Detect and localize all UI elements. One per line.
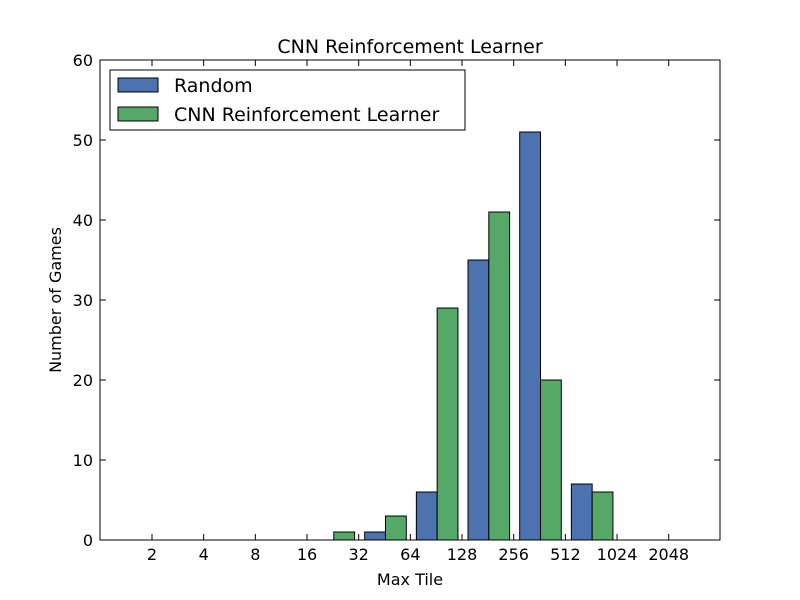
y-tick-label-20: 20 xyxy=(73,371,93,390)
bar-cnn-256 xyxy=(539,379,562,541)
bar-random-32 xyxy=(364,531,386,541)
x-tick-label-256: 256 xyxy=(498,545,529,564)
legend-swatch-random xyxy=(117,77,159,93)
bar-cnn-64 xyxy=(436,307,459,541)
legend-label-random: Random xyxy=(174,75,253,97)
x-tick-label-128: 128 xyxy=(447,545,478,564)
x-tick-label-2048: 2048 xyxy=(648,545,689,564)
y-tick-label-60: 60 xyxy=(73,51,93,70)
bar-cnn-512 xyxy=(591,491,614,541)
chart-title: CNN Reinforcement Learner xyxy=(277,36,542,58)
ticks-layer: 2 4 8 16 32 64 128 256 512 1024 2048 0 10 20 30 40 50 60 xyxy=(73,51,720,564)
x-tick-label-8: 8 xyxy=(250,545,260,564)
bar-cnn-128 xyxy=(488,211,511,541)
bar-cnn-16 xyxy=(333,531,356,541)
bar-random-128 xyxy=(467,259,490,541)
bars-layer xyxy=(333,131,614,541)
y-tick-label-0: 0 xyxy=(83,531,93,550)
bar-random-64 xyxy=(415,491,438,541)
x-tick-label-4: 4 xyxy=(199,545,209,564)
x-tick-label-16: 16 xyxy=(297,545,317,564)
plot-frame xyxy=(99,59,721,541)
x-tick-label-32: 32 xyxy=(349,545,369,564)
x-axis-label: Max Tile xyxy=(377,570,443,589)
y-tick-label-50: 50 xyxy=(73,131,93,150)
legend-swatch-cnn xyxy=(117,106,159,122)
x-tick-label-2: 2 xyxy=(147,545,157,564)
bar-random-256 xyxy=(519,131,541,541)
legend-frame xyxy=(109,69,466,131)
legend-label-cnn: CNN Reinforcement Learner xyxy=(174,104,439,126)
y-axis-label: Number of Games xyxy=(46,227,65,373)
y-tick-label-30: 30 xyxy=(73,291,93,310)
x-tick-label-1024: 1024 xyxy=(597,545,638,564)
y-tick-label-40: 40 xyxy=(73,211,93,230)
x-tick-label-64: 64 xyxy=(400,545,420,564)
y-tick-label-10: 10 xyxy=(73,451,93,470)
legend: Random CNN Reinforcement Learner xyxy=(109,69,466,131)
bar-cnn-32 xyxy=(384,515,407,541)
x-tick-label-512: 512 xyxy=(550,545,581,564)
bar-random-512 xyxy=(570,483,593,541)
